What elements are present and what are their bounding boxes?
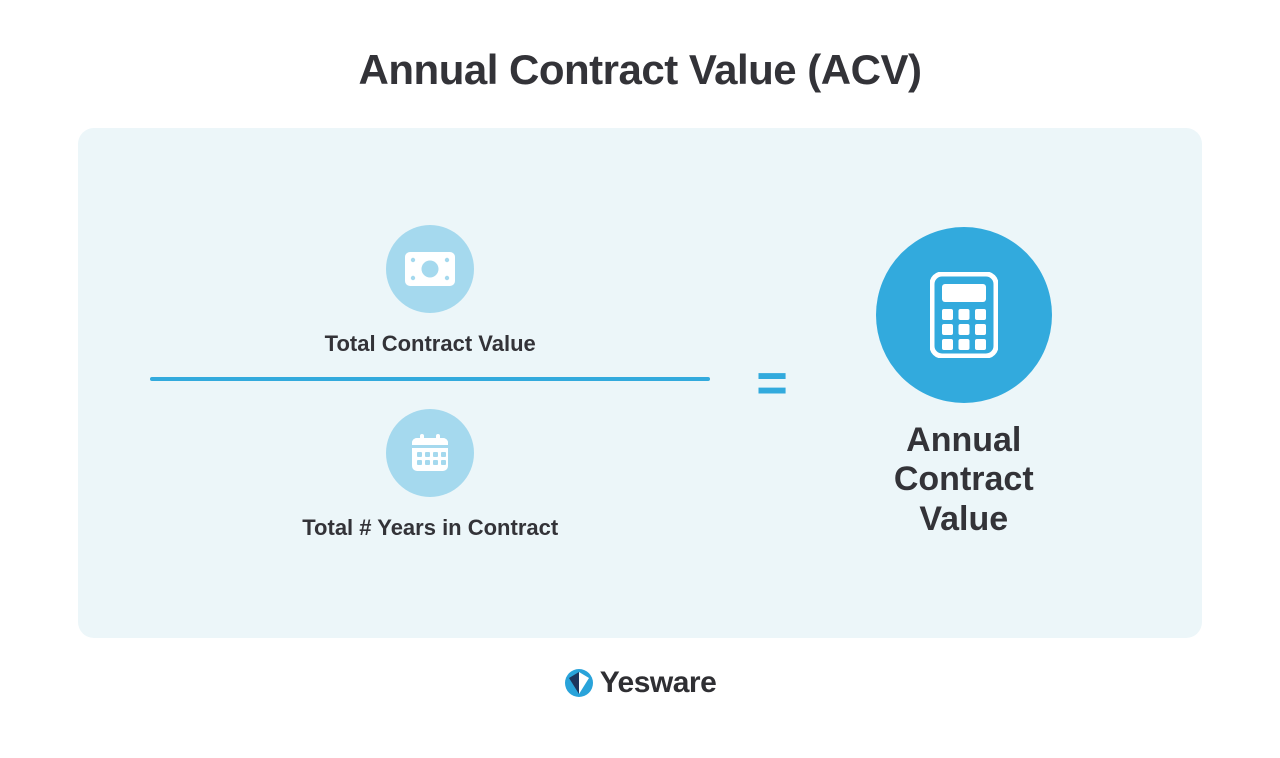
denominator: Total # Years in Contract <box>302 409 558 541</box>
yesware-logo-icon <box>564 668 594 698</box>
denominator-label: Total # Years in Contract <box>302 515 558 541</box>
equals-sign: = <box>756 352 788 414</box>
numerator-label: Total Contract Value <box>325 331 536 357</box>
calculator-svg <box>930 272 998 358</box>
calendar-icon <box>386 409 474 497</box>
money-icon <box>386 225 474 313</box>
formula-card: Total Contract Value <box>78 128 1202 638</box>
brand-name: Yesware <box>600 666 717 700</box>
fraction-divider <box>150 377 710 381</box>
result-group: Annual Contract Value <box>834 227 1094 538</box>
money-svg <box>404 251 456 287</box>
page-title: Annual Contract Value (ACV) <box>359 46 922 94</box>
fraction-group: Total Contract Value <box>150 225 710 541</box>
result-label: Annual Contract Value <box>894 421 1034 538</box>
numerator: Total Contract Value <box>325 225 536 357</box>
brand-logo: Yesware <box>564 666 717 700</box>
calculator-icon <box>876 227 1052 403</box>
calendar-svg <box>408 431 452 475</box>
